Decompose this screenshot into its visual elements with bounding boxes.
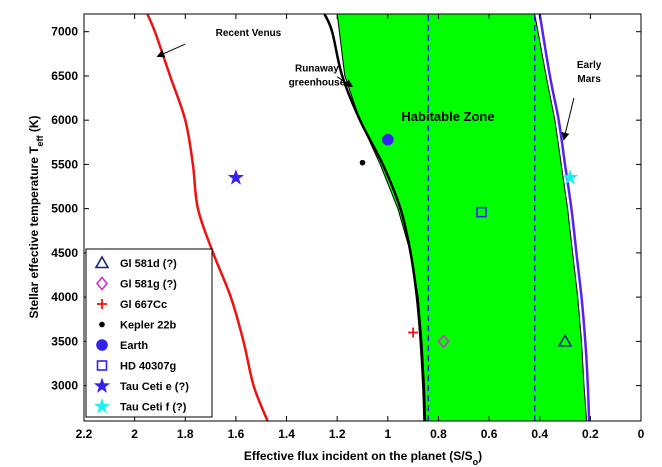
point-tau-ceti-f <box>562 169 579 185</box>
x-tick-label: 1.4 <box>278 427 295 441</box>
habitable-zone-band <box>336 14 588 421</box>
legend-entry: Gl 667Cc <box>120 299 167 311</box>
y-tick-label: 7000 <box>51 25 78 39</box>
legend-entry: HD 40307g <box>120 361 176 373</box>
annotation-label: greenhouse <box>289 78 346 89</box>
y-tick-label: 3500 <box>51 334 78 348</box>
series-runaway-greenhouse <box>323 14 426 421</box>
legend-entry: Earth <box>120 340 148 352</box>
x-tick-label: 0 <box>638 427 645 441</box>
plot-frame <box>83 13 642 422</box>
y-tick-label: 3000 <box>51 379 78 393</box>
point-gl-581g <box>437 334 450 349</box>
legend: Gl 581d (?) Gl 581g (?) Gl 667Cc Kepler 22b… <box>85 248 213 418</box>
point-tau-ceti-e <box>227 169 244 185</box>
x-tick-label: 1.2 <box>329 427 346 441</box>
legend-entry: Kepler 22b <box>120 320 177 332</box>
y-tick-label: 5500 <box>51 157 78 171</box>
annotation-arrow <box>336 76 354 88</box>
point-hd-40307g <box>476 206 487 218</box>
x-tick-label: 0.4 <box>531 427 548 441</box>
legend-entry: Tau Ceti f (?) <box>120 402 187 414</box>
annotation-label: Early <box>577 60 602 71</box>
x-tick-label: 2 <box>131 427 138 441</box>
x-tick-label: 0.8 <box>430 427 447 441</box>
legend-box <box>85 248 213 418</box>
zone-label: Habitable Zone <box>401 109 494 124</box>
y-axis-label: Stellar effective temperature Teff (K) <box>27 115 45 318</box>
annotations: Recent Venus Runaway greenhouse Early Mars <box>156 28 602 141</box>
legend-marker <box>97 299 107 309</box>
annotation-label: Mars <box>577 74 601 85</box>
x-tick-label: 0.6 <box>481 427 498 441</box>
series-recent-venus <box>146 14 269 421</box>
legend-marker <box>93 377 111 393</box>
legend-marker <box>96 339 108 351</box>
y-tick-label: 6000 <box>51 113 78 127</box>
y-tick-label: 5000 <box>51 202 78 216</box>
annotation-arrow <box>156 43 186 58</box>
legend-entry: Tau Ceti e (?) <box>120 381 189 393</box>
y-tick-label: 6500 <box>51 69 78 83</box>
y-tick-label: 4500 <box>51 246 78 260</box>
annotation-arrow <box>561 97 575 141</box>
point-kepler-22b <box>359 159 366 166</box>
legend-entry: Gl 581g (?) <box>120 279 177 291</box>
x-tick-label: 1.6 <box>228 427 245 441</box>
point-gl-581d <box>557 333 573 347</box>
annotation-label: Recent Venus <box>216 28 282 39</box>
point-gl-667cc <box>408 327 419 338</box>
x-axis-label: Effective flux incident on the planet (S… <box>244 449 482 467</box>
axis-ticks: 2.2 2 1.8 1.6 1.4 1.2 1 0.8 0.6 0.4 0.2 0 3000 3500 40… <box>51 14 645 441</box>
legend-marker <box>96 360 108 371</box>
annotation-label: Runaway <box>295 64 339 75</box>
point-earth <box>382 133 394 146</box>
legend-marker <box>94 255 110 269</box>
legend-marker <box>93 398 111 414</box>
x-tick-label: 1.8 <box>177 427 194 441</box>
legend-marker <box>95 276 109 291</box>
series-early-mars <box>538 14 591 421</box>
legend-entry: Gl 581d (?) <box>120 258 177 270</box>
x-tick-label: 0.2 <box>582 427 599 441</box>
x-tick-label: 1 <box>384 427 391 441</box>
x-tick-label: 2.2 <box>76 427 93 441</box>
plot-area <box>146 14 591 421</box>
legend-marker <box>99 321 105 328</box>
y-tick-label: 4000 <box>51 290 78 304</box>
